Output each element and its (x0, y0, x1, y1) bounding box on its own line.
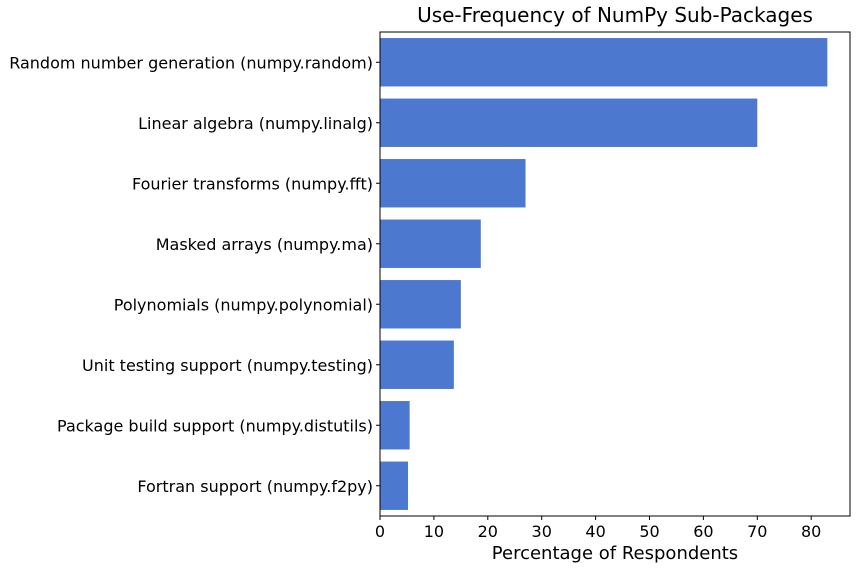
bar (380, 340, 454, 389)
x-tick-label: 80 (801, 522, 821, 541)
x-tick-label: 60 (693, 522, 713, 541)
x-tick-label: 0 (375, 522, 385, 541)
x-tick-label: 30 (532, 522, 552, 541)
bar (380, 38, 828, 87)
category-label: Fourier transforms (numpy.fft) (132, 174, 373, 193)
bar (380, 280, 461, 329)
bar (380, 159, 526, 208)
bar (380, 461, 409, 510)
bar (380, 219, 481, 268)
x-ticks-layer: 0 10 20 30 40 50 60 70 80 (375, 516, 821, 541)
category-label: Polynomials (numpy.polynomial) (114, 295, 373, 314)
bars-layer (380, 38, 828, 510)
category-label: Package build support (numpy.distutils) (57, 416, 373, 435)
plot-area-frame (379, 31, 851, 517)
x-tick-label: 10 (424, 522, 444, 541)
x-tick-label: 20 (478, 522, 498, 541)
x-tick-label: 40 (585, 522, 605, 541)
chart-title: Use-Frequency of NumPy Sub-Packages (417, 3, 813, 27)
x-tick-label: 70 (747, 522, 767, 541)
x-axis-label: Percentage of Respondents (492, 543, 738, 564)
bar (380, 401, 410, 450)
bar (380, 98, 758, 147)
x-tick-label: 50 (639, 522, 659, 541)
category-label: Random number generation (numpy.random) (9, 53, 373, 72)
category-label: Masked arrays (numpy.ma) (156, 235, 373, 254)
category-label: Linear algebra (numpy.linalg) (138, 114, 373, 133)
category-label: Fortran support (numpy.f2py) (137, 477, 373, 496)
category-labels-layer: Random number generation (numpy.random) L… (9, 53, 380, 496)
category-label: Unit testing support (numpy.testing) (82, 356, 373, 375)
